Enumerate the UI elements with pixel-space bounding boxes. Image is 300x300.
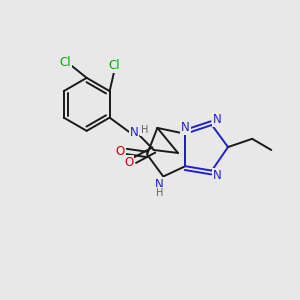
Text: N: N bbox=[154, 178, 163, 191]
Text: Cl: Cl bbox=[109, 59, 121, 72]
Text: Cl: Cl bbox=[60, 56, 71, 69]
Text: N: N bbox=[130, 126, 139, 139]
Text: H: H bbox=[141, 125, 148, 135]
Text: O: O bbox=[124, 156, 134, 169]
Text: O: O bbox=[115, 145, 124, 158]
Text: N: N bbox=[213, 113, 221, 126]
Text: N: N bbox=[181, 121, 190, 134]
Text: H: H bbox=[156, 188, 164, 198]
Text: N: N bbox=[213, 169, 221, 182]
